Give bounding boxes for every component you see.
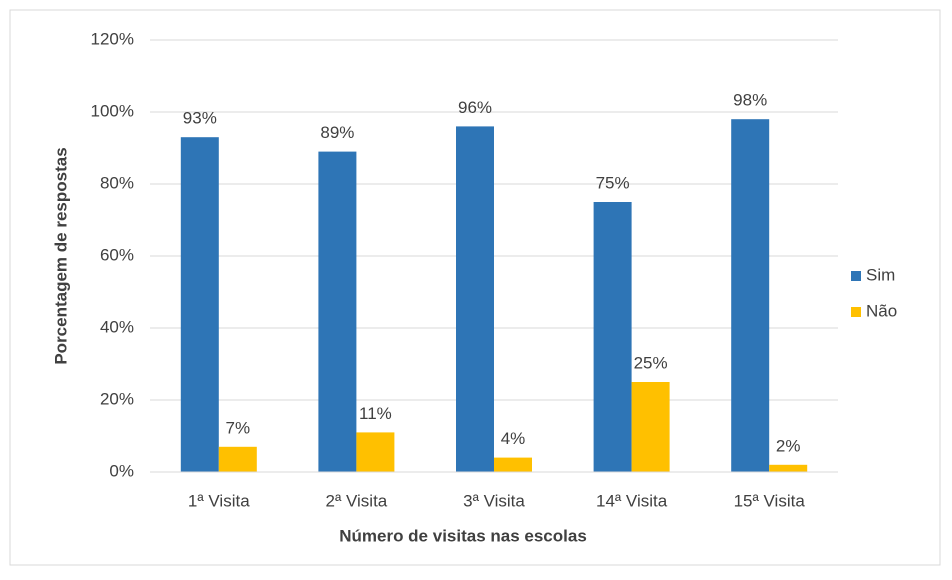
bar xyxy=(731,119,770,472)
data-label: 93% xyxy=(183,109,217,128)
data-label: 75% xyxy=(596,173,630,192)
bar xyxy=(631,382,670,472)
x-tick-label: 14ª Visita xyxy=(596,491,668,510)
y-tick-label: 60% xyxy=(100,245,134,264)
legend-swatch xyxy=(851,307,861,317)
data-label: 89% xyxy=(320,123,354,142)
bar xyxy=(494,457,532,472)
x-tick-label: 2ª Visita xyxy=(326,491,388,510)
bar xyxy=(318,151,357,472)
y-axis-title: Porcentagem de respostas xyxy=(51,147,70,364)
data-label: 98% xyxy=(733,91,767,110)
data-label: 96% xyxy=(458,98,492,117)
data-label: 2% xyxy=(776,436,801,455)
bar xyxy=(356,432,395,472)
bar xyxy=(456,126,494,473)
x-tick-label: 3ª Visita xyxy=(463,491,525,510)
y-tick-label: 0% xyxy=(109,461,134,480)
bar xyxy=(593,202,632,472)
data-label: 7% xyxy=(226,418,251,437)
bar xyxy=(180,137,219,472)
legend-label: Sim xyxy=(866,265,895,284)
y-tick-label: 100% xyxy=(91,101,134,120)
data-label: 4% xyxy=(501,429,526,448)
y-tick-label: 120% xyxy=(91,29,134,48)
y-tick-label: 80% xyxy=(100,173,134,192)
x-tick-label: 15ª Visita xyxy=(734,491,806,510)
legend-label: Não xyxy=(866,301,897,320)
x-tick-label: 1ª Visita xyxy=(188,491,250,510)
data-label: 25% xyxy=(634,353,668,372)
legend-swatch xyxy=(851,271,861,281)
bar xyxy=(218,446,257,472)
y-tick-label: 20% xyxy=(100,389,134,408)
x-axis-title: Número de visitas nas escolas xyxy=(339,526,587,545)
y-tick-label: 40% xyxy=(100,317,134,336)
data-label: 11% xyxy=(359,404,392,423)
bar xyxy=(769,464,808,472)
